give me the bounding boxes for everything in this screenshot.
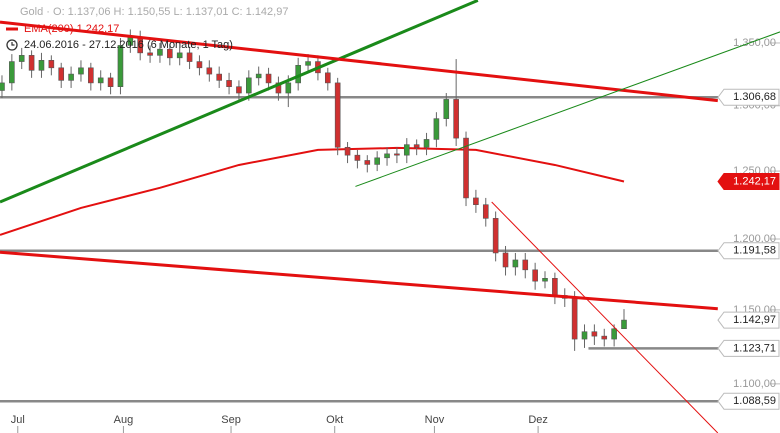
trend-line [355,31,780,187]
candle-body [621,319,627,330]
level-marker [717,311,780,329]
candle-body [552,278,558,296]
candle-body [236,86,242,94]
y-tick-label: 1.350,00 [733,37,776,49]
level-marker [717,88,780,106]
level-marker [717,173,780,191]
trend-line [491,201,719,433]
candle-body [403,144,410,156]
candle-body [167,48,173,59]
candle-body [176,52,183,59]
candle-body [473,197,479,206]
candle-body [226,80,232,87]
candle-body [9,61,15,84]
candle-body [413,144,420,148]
candle-body [581,331,588,340]
candle-body [433,118,440,140]
level-label: 1.242,17 [733,175,776,187]
candle-body [0,82,5,91]
candle-body [512,259,519,268]
trend-line [0,20,718,103]
candle-body [48,60,55,69]
x-tick-label: Okt [326,414,343,426]
level-label: 1.123,71 [733,342,776,354]
clock-hands [11,42,15,46]
x-tick-label: Sep [221,414,241,426]
candle-body [522,259,529,271]
candle-body [532,269,538,282]
candle-body [246,77,252,94]
level-label: 1.088,59 [733,395,776,407]
level-marker [717,339,780,357]
candle-body [117,45,124,87]
candle-body [354,154,361,161]
candle-body [305,61,311,66]
clock-icon [6,39,18,51]
level-label: 1.191,58 [733,245,776,257]
y-tick-label: 1.100,00 [733,378,776,390]
candle-body [196,61,203,69]
trend-line [0,0,479,204]
level-label: 1.306,68 [733,91,776,103]
y-tick-label: 1.200,00 [733,233,776,245]
candle-body [374,157,380,165]
level-marker [717,242,780,260]
x-tick-label: Aug [114,414,134,426]
candle-body [443,99,450,119]
candle-body [394,153,400,156]
level-marker [717,392,780,410]
ema-legend: EMA(200) 1.242,17 [24,23,119,35]
trend-line [0,250,718,311]
level-label: 1.142,97 [733,314,776,326]
period: 24.06.2016 - 27.12.2016 (6 Monate, 1 Tag… [24,39,233,51]
candle-body [38,60,45,71]
candle-body [611,328,617,340]
candle-body [157,48,163,56]
candle-body [78,67,84,75]
candle-body [265,73,272,84]
candle-body [186,52,193,62]
candle-body [571,298,578,340]
candle-body [216,73,222,81]
ema-line [0,146,625,236]
x-tick-label: Nov [425,414,445,426]
candle-body [18,55,25,62]
candle-body [147,52,153,56]
candle-body [58,67,65,81]
header: Gold · O: 1.137,06 H: 1.150,55 L: 1.137,… [6,6,288,51]
candle-body [255,73,262,79]
candle-body [28,55,35,71]
candle-body [542,278,548,282]
candle-body [384,153,390,159]
candle-body [68,73,74,81]
candle-body [492,218,499,254]
candle-body [324,72,331,84]
candle-body [463,137,469,199]
candle-body [502,252,509,268]
candle-body [344,146,351,156]
candle-body [591,331,598,337]
candle-body [601,335,608,340]
candle-body [97,77,104,84]
candle-body [285,82,292,94]
candle-body [88,67,94,84]
candle-body [364,160,371,165]
candle-body [206,67,213,75]
candle-body [107,77,114,87]
candle-body [453,99,459,139]
x-tick-label: Jul [11,414,25,426]
x-tick-label: Dez [528,414,548,426]
quote: Gold · O: 1.137,06 H: 1.150,55 L: 1.137,… [20,6,288,18]
candle-body [334,82,341,148]
candle-body [482,204,489,219]
candle-body [423,139,430,148]
